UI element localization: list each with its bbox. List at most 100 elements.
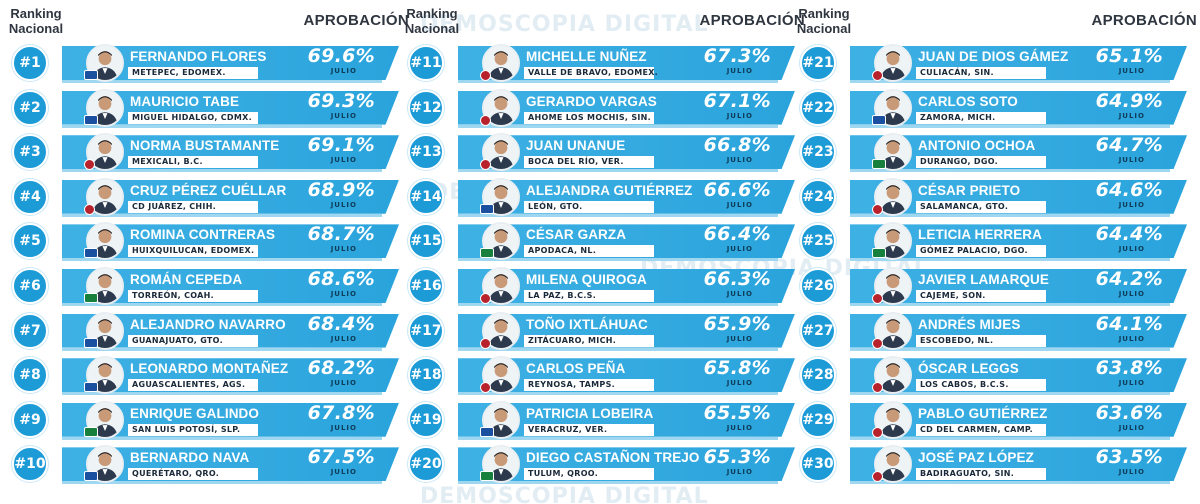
ranking-row: #26 JAVIER LAMARQUE CAJEME, SON. 64.2% JULIO — [792, 266, 1187, 306]
rank-badge: #15 — [408, 223, 444, 260]
city-label-background — [524, 379, 654, 392]
city-label-background — [524, 334, 654, 347]
ranking-row: #2 MAURICIO TABE MIGUEL HIDALGO, CDMX. 69.3… — [4, 88, 399, 128]
candidate-city: SALAMANCA, GTO. — [920, 201, 1009, 211]
candidate-city: HUIXQUILUCAN, EDOMEX. — [132, 246, 255, 256]
rank-badge: #4 — [12, 178, 48, 215]
candidate-city: GÓMEZ PALACIO, DGO. — [920, 246, 1028, 256]
candidate-name: ÓSCAR LEGGS — [918, 361, 1019, 377]
month-label: JULIO — [726, 423, 753, 432]
approval-value: 67.8% — [307, 401, 375, 424]
rank-badge: #8 — [12, 357, 48, 394]
portrait-icon — [484, 269, 518, 303]
candidate-city: GUANAJUATO, GTO. — [132, 335, 223, 345]
candidate-name: JUAN DE DIOS GÁMEZ — [918, 49, 1069, 64]
month-label: JULIO — [726, 290, 753, 298]
approval-value: 66.3% — [703, 268, 771, 290]
city-label-background — [916, 379, 1046, 392]
candidate-name: MICHELLE NUÑEZ — [526, 49, 647, 64]
approval-value: 65.3% — [703, 446, 771, 469]
bar-shadow — [62, 80, 382, 83]
month-label: JULIO — [726, 245, 753, 254]
approval-value: 68.7% — [307, 223, 375, 246]
month-label: JULIO — [1118, 468, 1145, 477]
city-label-background — [524, 468, 654, 481]
approval-value: 67.3% — [703, 45, 771, 67]
party-logo-icon — [84, 471, 98, 482]
ranking-row: #9 ENRIQUE GALINDO SAN LUIS POTOSÍ, SLP. 67… — [4, 400, 399, 440]
party-logo-icon — [872, 159, 886, 170]
candidate-photo — [86, 88, 124, 127]
rank-badge: #17 — [408, 312, 444, 349]
city-label-background — [128, 379, 258, 392]
bar-shadow — [850, 258, 1170, 262]
candidate-city: CAJEME, SON. — [920, 291, 986, 300]
approval-value: 63.5% — [1095, 446, 1163, 469]
party-logo-icon — [480, 471, 494, 482]
portrait-icon — [484, 358, 518, 393]
city-label-background — [128, 423, 258, 436]
month-label: JULIO — [330, 200, 357, 209]
city-label-background — [916, 423, 1046, 436]
rank-badge: #10 — [12, 446, 48, 483]
ranking-column-2: Ranking Nacional APROBACIÓN #11 MICHELLE … — [400, 0, 805, 504]
column-header: Ranking Nacional APROBACIÓN — [792, 6, 1197, 42]
ranking-row: #12 GERARDO VARGAS AHOME LOS MOCHIS, SIN. 6… — [400, 88, 795, 128]
ranking-row: #19 PATRICIA LOBEIRA VERACRUZ, VER. 65.5% JU… — [400, 400, 795, 440]
column-header: Ranking Nacional APROBACIÓN — [400, 6, 805, 42]
rank-badge: #16 — [408, 268, 444, 304]
city-label-background — [916, 245, 1046, 258]
city-label-background — [524, 423, 654, 436]
candidate-photo — [874, 133, 912, 172]
city-label-background — [916, 200, 1046, 213]
party-logo-icon — [84, 70, 98, 80]
candidate-city: AHOME LOS MOCHIS, SIN. — [528, 112, 652, 122]
city-label-background — [524, 290, 654, 302]
rank-badge: #1 — [12, 45, 48, 81]
city-label-background — [128, 111, 258, 124]
candidate-name: JOSÉ PAZ LÓPEZ — [918, 450, 1034, 466]
month-label: JULIO — [1118, 423, 1145, 432]
party-logo-icon — [84, 114, 98, 125]
ranking-row: #11 MICHELLE NUÑEZ VALLE DE BRAVO, EDOMEX.… — [400, 43, 795, 83]
month-label: JULIO — [1118, 111, 1145, 120]
bar-shadow — [62, 258, 382, 262]
candidate-city: ESCOBEDO, NL. — [920, 335, 994, 345]
candidate-city: LOS CABOS, B.C.S. — [920, 380, 1009, 390]
approval-value: 64.1% — [1095, 312, 1163, 335]
candidate-photo — [482, 400, 520, 439]
party-logo-icon — [872, 293, 883, 304]
month-label: JULIO — [1118, 290, 1145, 298]
rank-badge: #6 — [12, 268, 48, 304]
candidate-city: REYNOSA, TAMPS. — [528, 380, 615, 390]
month-label: JULIO — [726, 379, 753, 388]
candidate-photo — [874, 88, 912, 127]
city-label-background — [916, 111, 1046, 124]
approval-header: APROBACIÓN — [1091, 12, 1197, 29]
month-label: JULIO — [330, 245, 357, 254]
candidate-city: AGUASCALIENTES, AGS. — [132, 380, 246, 390]
candidate-city: MIGUEL HIDALGO, CDMX. — [132, 112, 252, 122]
approval-value: 67.1% — [703, 89, 771, 112]
rank-badge: #21 — [800, 45, 836, 81]
candidate-name: CARLOS PEÑA — [526, 361, 626, 377]
candidate-name: JAVIER LAMARQUE — [918, 272, 1050, 287]
month-label: JULIO — [330, 67, 357, 75]
approval-value: 66.4% — [703, 223, 771, 246]
approval-value: 64.7% — [1095, 134, 1163, 157]
bar-shadow — [62, 124, 382, 128]
approval-value: 66.6% — [703, 178, 771, 201]
party-logo-icon — [480, 159, 491, 171]
approval-value: 64.4% — [1095, 223, 1163, 246]
portrait-icon — [876, 135, 910, 170]
month-label: JULIO — [1118, 334, 1145, 343]
month-label: JULIO — [1118, 200, 1145, 209]
ranking-header: Ranking Nacional — [792, 6, 856, 36]
month-label: JULIO — [330, 156, 357, 165]
ranking-row: #30 JOSÉ PAZ LÓPEZ BADIRAGUATO, SIN. 63.5% J… — [792, 444, 1187, 485]
month-label: JULIO — [726, 111, 753, 120]
candidate-city: SAN LUIS POTOSÍ, SLP. — [132, 424, 241, 434]
city-label-background — [524, 67, 654, 79]
ranking-column-3: Ranking Nacional APROBACIÓN #21 JUAN DE D… — [792, 0, 1197, 504]
city-label-background — [524, 200, 654, 213]
